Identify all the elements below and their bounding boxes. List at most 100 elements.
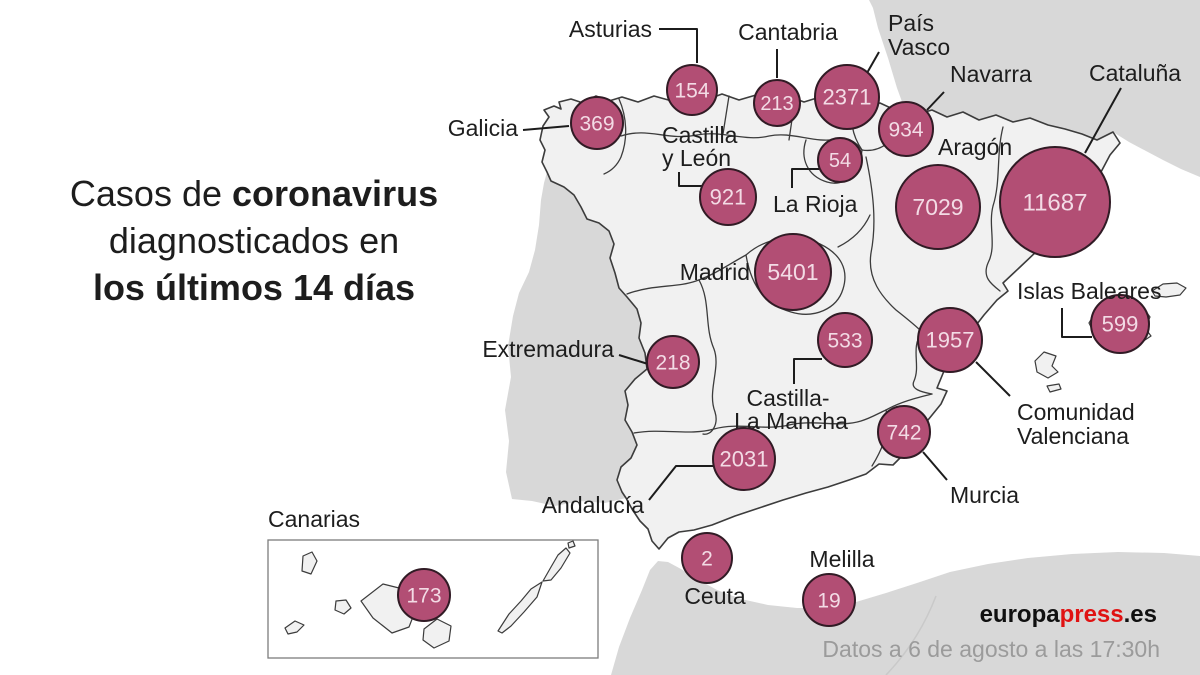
melilla-label: Melilla [809, 546, 874, 572]
island-formentera [1046, 383, 1062, 393]
ceuta-value: 2 [701, 547, 713, 570]
comunidad-valenciana-label: Valenciana [1017, 423, 1129, 449]
canarias-bubble [397, 568, 451, 622]
france-landmass [869, 0, 1200, 177]
murcia-label: Murcia [950, 482, 1019, 508]
region-murcia: 742 Murcia [877, 405, 1019, 508]
castilla-y-leon-connector-line [678, 172, 703, 187]
pais-vasco-bubble [814, 64, 880, 130]
cantabria-bubble [753, 79, 801, 127]
melilla-value: 19 [817, 589, 840, 612]
region-canarias: 173 Canarias [268, 506, 451, 622]
la-rioja-connector-line [791, 168, 819, 188]
canarias-value: 173 [406, 584, 441, 607]
regions-layer: 369 Galicia 154 Asturias 213 Cantabria 2371 Paí… [268, 10, 1181, 627]
pais-vasco-label: País [888, 10, 934, 36]
title-line-2: diagnosticados en [108, 220, 400, 261]
andalucia-value: 2031 [720, 447, 769, 472]
pais-vasco-label: Vasco [888, 34, 950, 60]
region-border [985, 126, 1004, 292]
portugal-landmass [505, 172, 647, 506]
galicia-value: 369 [579, 112, 614, 135]
asturias-connector-line [659, 28, 698, 63]
title-keyword: coronavirus [232, 173, 439, 214]
island-menorca [1151, 282, 1187, 298]
murcia-value: 742 [886, 421, 921, 444]
cataluna-bubble [999, 146, 1111, 258]
region-melilla: 19 Melilla [802, 546, 875, 627]
africa-border-line [885, 595, 937, 675]
ceuta-bubble [681, 532, 733, 584]
aragon-value: 7029 [912, 194, 963, 220]
region-border [885, 393, 933, 411]
comunidad-valenciana-connector-line [975, 361, 1011, 397]
region-cataluna: 11687 Cataluña [999, 60, 1181, 258]
island-islet [567, 540, 576, 549]
island-la-gomera [334, 599, 352, 615]
region-border [722, 95, 730, 135]
region-madrid: 5401 Madrid [680, 233, 832, 311]
extremadura-connector-line [618, 354, 649, 365]
brand-europa: europa [979, 601, 1060, 628]
region-islas-baleares: 599 Islas Baleares [1017, 278, 1161, 354]
castilla-la-mancha-label: Castilla- [746, 385, 829, 411]
navarra-label: Navarra [950, 61, 1032, 87]
region-border [626, 254, 747, 295]
region-aragon: 7029 Aragón [895, 134, 1012, 250]
island-lanzarote [542, 547, 571, 582]
aragon-label: Aragón [938, 134, 1012, 160]
murcia-bubble [877, 405, 931, 459]
islas-baleares-connector-line [1061, 308, 1092, 338]
castilla-y-leon-value: 921 [710, 185, 747, 210]
castilla-y-leon-label: Castilla [662, 122, 738, 148]
region-andalucia: 2031 Andalucía [542, 427, 776, 518]
la-rioja-label: La Rioja [773, 191, 858, 217]
region-border [837, 214, 871, 248]
region-galicia: 369 Galicia [448, 96, 624, 150]
comunidad-valenciana-value: 1957 [926, 328, 975, 353]
cataluna-connector-line [1084, 87, 1122, 154]
islas-baleares-value: 599 [1102, 312, 1139, 337]
canarias-label: Canarias [268, 506, 360, 532]
castilla-la-mancha-value: 533 [827, 329, 862, 352]
region-navarra: 934 Navarra [878, 61, 1032, 157]
comunidad-valenciana-bubble [917, 307, 983, 373]
islas-baleares-label: Islas Baleares [1017, 278, 1161, 304]
island-gran-canaria [422, 618, 452, 649]
melilla-bubble [802, 573, 856, 627]
galicia-connector-line [522, 125, 570, 131]
andalucia-connector-line [648, 465, 713, 501]
cantabria-value: 213 [760, 93, 793, 115]
title-line-3: los últimos 14 días [92, 267, 416, 308]
europapress-logo: europapress.es [980, 601, 1157, 629]
region-cantabria: 213 Cantabria [738, 19, 838, 127]
la-rioja-bubble [817, 137, 863, 183]
region-border [912, 331, 933, 395]
data-timestamp-note: Datos a 6 de agosto a las 17:30h [822, 636, 1160, 662]
island-fuerteventura [497, 581, 543, 634]
madrid-label: Madrid [680, 259, 750, 285]
andalucia-label: Andalucía [542, 492, 645, 518]
region-border [603, 98, 627, 175]
region-border [698, 279, 717, 435]
navarra-value: 934 [888, 118, 923, 141]
navarra-connector-line [926, 91, 945, 111]
castilla-y-leon-bubble [699, 168, 757, 226]
islas-baleares-bubble [1090, 294, 1150, 354]
infographic-title: Casos de coronavirus diagnosticados en l… [28, 170, 480, 311]
aragon-bubble [895, 164, 981, 250]
castilla-la-mancha-bubble [817, 312, 873, 368]
la-rioja-value: 54 [829, 150, 851, 172]
region-extremadura: 218 Extremadura [482, 335, 700, 389]
galicia-bubble [570, 96, 624, 150]
island-ibiza [1034, 351, 1059, 379]
title-line-1: Casos de coronavirus [28, 170, 480, 217]
island-el-hierro [284, 620, 305, 635]
murcia-connector-line [922, 451, 948, 481]
asturias-bubble [666, 64, 718, 116]
galicia-label: Galicia [448, 115, 519, 141]
